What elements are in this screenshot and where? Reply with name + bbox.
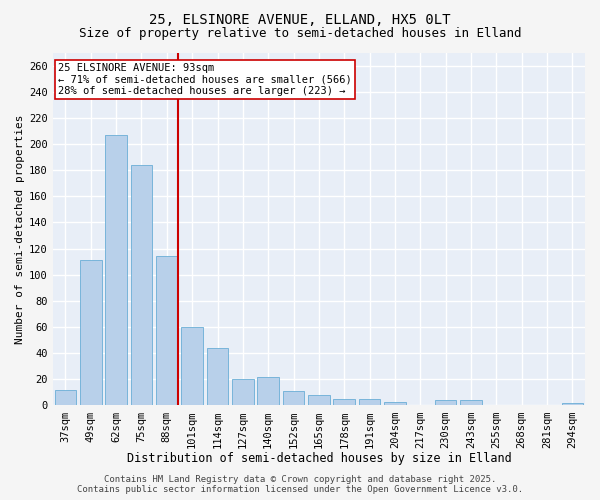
Bar (460, 400, 482, 406)
Text: Contains HM Land Registry data © Crown copyright and database right 2025.
Contai: Contains HM Land Registry data © Crown c… (77, 474, 523, 494)
Bar (384, 402, 406, 406)
Bar (562, 403, 583, 406)
Text: Size of property relative to semi-detached houses in Elland: Size of property relative to semi-detach… (79, 28, 521, 40)
Bar (55, 390, 76, 406)
Bar (106, 135, 127, 406)
Bar (232, 380, 254, 406)
Bar (207, 348, 228, 406)
Bar (257, 376, 279, 406)
Bar (131, 165, 152, 406)
X-axis label: Distribution of semi-detached houses by size in Elland: Distribution of semi-detached houses by … (127, 452, 511, 465)
Bar (156, 256, 178, 406)
Text: 25 ELSINORE AVENUE: 93sqm
← 71% of semi-detached houses are smaller (566)
28% of: 25 ELSINORE AVENUE: 93sqm ← 71% of semi-… (58, 63, 352, 96)
Bar (359, 399, 380, 406)
Bar (283, 391, 304, 406)
Text: 25, ELSINORE AVENUE, ELLAND, HX5 0LT: 25, ELSINORE AVENUE, ELLAND, HX5 0LT (149, 12, 451, 26)
Bar (80, 260, 101, 406)
Bar (181, 327, 203, 406)
Bar (334, 399, 355, 406)
Bar (435, 400, 457, 406)
Y-axis label: Number of semi-detached properties: Number of semi-detached properties (15, 114, 25, 344)
Bar (308, 395, 329, 406)
